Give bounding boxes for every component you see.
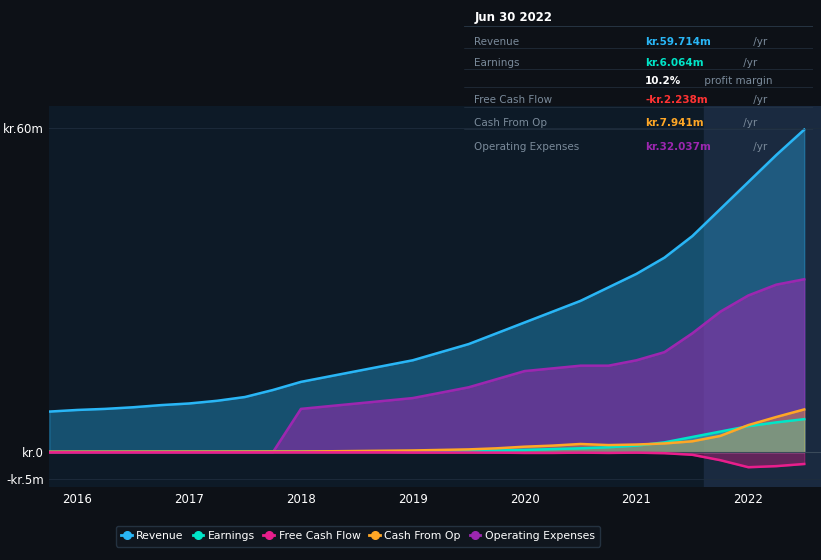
Text: Earnings: Earnings	[475, 58, 520, 68]
Text: Jun 30 2022: Jun 30 2022	[475, 11, 553, 24]
Text: /yr: /yr	[750, 37, 768, 47]
Text: kr.7.941m: kr.7.941m	[645, 118, 704, 128]
Text: Cash From Op: Cash From Op	[475, 118, 548, 128]
Legend: Revenue, Earnings, Free Cash Flow, Cash From Op, Operating Expenses: Revenue, Earnings, Free Cash Flow, Cash …	[116, 526, 600, 547]
Text: Free Cash Flow: Free Cash Flow	[475, 95, 553, 105]
Text: /yr: /yr	[741, 58, 758, 68]
Text: Revenue: Revenue	[475, 37, 520, 47]
Text: /yr: /yr	[750, 95, 768, 105]
Text: kr.6.064m: kr.6.064m	[645, 58, 704, 68]
Text: profit margin: profit margin	[701, 76, 773, 86]
Text: /yr: /yr	[741, 118, 758, 128]
Text: 10.2%: 10.2%	[645, 76, 681, 86]
Text: Operating Expenses: Operating Expenses	[475, 142, 580, 152]
Text: /yr: /yr	[750, 142, 768, 152]
Bar	[704, 106, 821, 487]
Text: kr.59.714m: kr.59.714m	[645, 37, 711, 47]
Text: -kr.2.238m: -kr.2.238m	[645, 95, 708, 105]
Text: kr.32.037m: kr.32.037m	[645, 142, 711, 152]
